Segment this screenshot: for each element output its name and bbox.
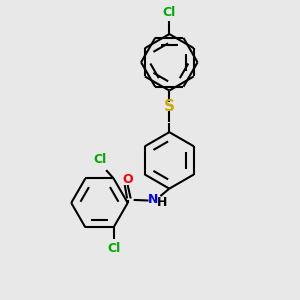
Text: Cl: Cl — [163, 6, 176, 19]
Text: N: N — [148, 194, 158, 206]
Text: O: O — [122, 172, 133, 186]
Text: S: S — [164, 99, 175, 114]
Text: H: H — [157, 196, 167, 209]
Text: Cl: Cl — [107, 242, 120, 255]
Text: Cl: Cl — [94, 153, 107, 166]
